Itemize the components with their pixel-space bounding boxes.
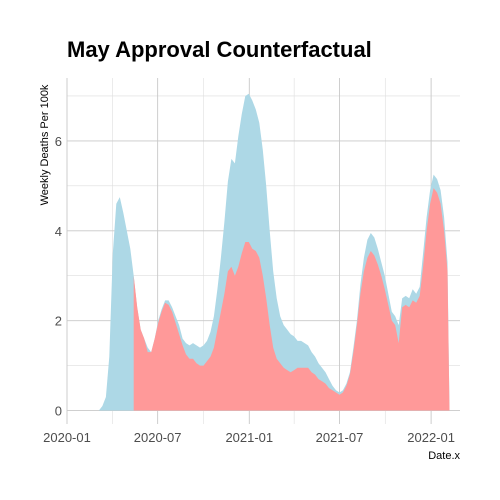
x-axis-label: Date.x [428, 450, 460, 462]
area-series [98, 93, 450, 411]
y-tick-label: 2 [55, 314, 62, 329]
x-tick-label: 2020-01 [43, 430, 91, 445]
y-axis-label: Weekly Deaths Per 100k [39, 84, 51, 205]
y-tick-label: 4 [55, 224, 62, 239]
y-tick-label: 6 [55, 134, 62, 149]
x-axis-tick-labels: 2020-01 2020-07 2021-01 2021-07 2022-01 [43, 430, 455, 445]
x-tick-label: 2021-07 [316, 430, 364, 445]
y-tick-label: 0 [55, 404, 62, 419]
x-tick-label: 2020-07 [134, 430, 182, 445]
y-axis-tick-labels: 0 2 4 6 [55, 134, 62, 419]
chart-title: May Approval Counterfactual [67, 37, 372, 62]
x-tick-label: 2022-01 [407, 430, 455, 445]
x-tick-label: 2021-01 [225, 430, 273, 445]
area-series-2 [133, 188, 450, 411]
